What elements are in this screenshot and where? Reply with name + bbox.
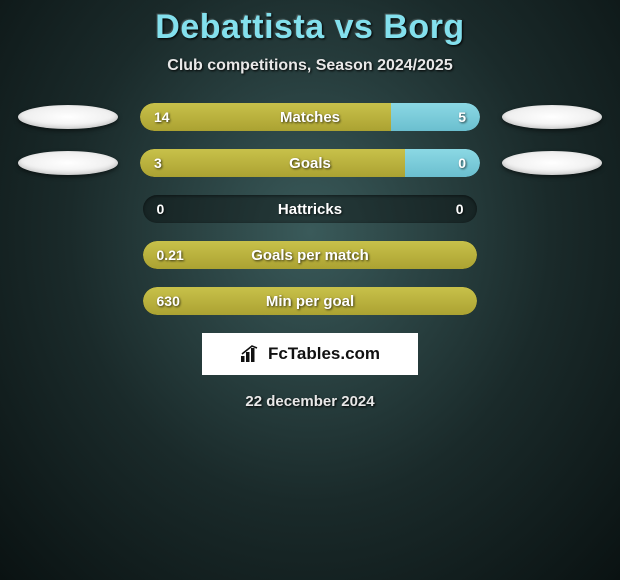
brand-badge: FcTables.com (202, 333, 418, 375)
bar-track: 0.21 Goals per match (143, 241, 478, 269)
bar-left-fill (143, 241, 478, 269)
comparison-infographic: Debattista vs Borg Club competitions, Se… (0, 0, 620, 580)
bar-right-value: 5 (458, 103, 466, 131)
bar-row-gpm: 0.21 Goals per match (0, 241, 620, 269)
bar-track: 0 Hattricks 0 (143, 195, 478, 223)
bar-track: 14 Matches 5 (140, 103, 480, 131)
spacer (22, 197, 121, 221)
ball-icon (18, 105, 118, 129)
bar-left-fill (140, 103, 391, 131)
bar-left-fill (143, 287, 478, 315)
bar-row-hattricks: 0 Hattricks 0 (0, 195, 620, 223)
spacer (499, 197, 598, 221)
bar-left-value: 3 (154, 149, 162, 177)
bar-left-fill (140, 149, 405, 177)
brand-text: FcTables.com (268, 344, 380, 364)
spacer (22, 289, 121, 313)
page-subtitle: Club competitions, Season 2024/2025 (0, 57, 620, 75)
ball-icon (18, 151, 118, 175)
bar-track: 3 Goals 0 (140, 149, 480, 177)
date-text: 22 december 2024 (0, 393, 620, 410)
ball-icon (502, 151, 602, 175)
bar-track: 630 Min per goal (143, 287, 478, 315)
bar-label: Hattricks (143, 195, 478, 223)
bar-left-value: 630 (157, 287, 180, 315)
bar-left-value: 0.21 (157, 241, 184, 269)
bar-row-mpg: 630 Min per goal (0, 287, 620, 315)
barchart-icon (240, 345, 262, 363)
ball-icon (502, 105, 602, 129)
bar-right-fill (391, 103, 480, 131)
bar-row-matches: 14 Matches 5 (0, 103, 620, 131)
spacer (499, 289, 598, 313)
page-title: Debattista vs Borg (0, 8, 620, 47)
spacer (499, 243, 598, 267)
bar-right-fill (405, 149, 480, 177)
bar-row-goals: 3 Goals 0 (0, 149, 620, 177)
bar-left-value: 14 (154, 103, 170, 131)
bar-right-value: 0 (458, 149, 466, 177)
bar-right-value: 0 (456, 195, 464, 223)
bars-container: 14 Matches 5 3 Goals 0 0 (0, 103, 620, 315)
bar-left-value: 0 (157, 195, 165, 223)
spacer (22, 243, 121, 267)
